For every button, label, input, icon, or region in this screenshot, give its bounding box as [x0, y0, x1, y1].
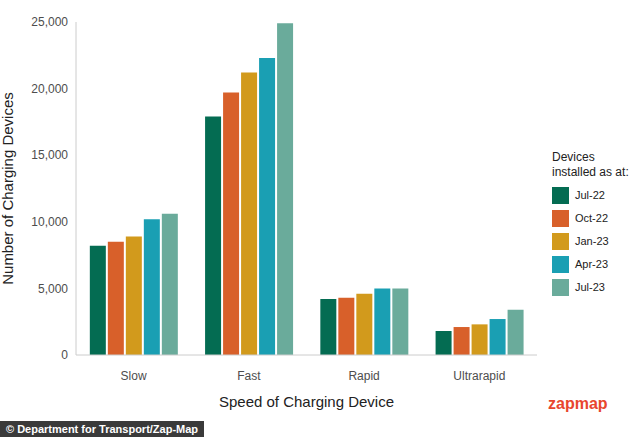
svg-text:0: 0	[61, 348, 68, 362]
svg-text:Fast: Fast	[237, 369, 261, 383]
html-text:© Department for Transport/Zap: © Department for Transport/Zap-Map	[6, 423, 199, 435]
html-text:Oct-22: Oct-22	[575, 212, 608, 224]
svg-text:15,000: 15,000	[31, 148, 68, 162]
svg-text:Number of Charging Devices: Number of Charging Devices	[8, 92, 16, 285]
svg-text:25,000: 25,000	[31, 15, 68, 29]
html-text:Jul-22: Jul-22	[575, 189, 605, 201]
svg-text:20,000: 20,000	[31, 82, 68, 96]
html-text:Devices: Devices	[552, 150, 595, 164]
html-text:Jul-23: Jul-23	[575, 281, 605, 293]
html-text:Jan-23: Jan-23	[575, 235, 609, 247]
svg-text:Rapid: Rapid	[348, 369, 379, 383]
html-text:installed as at:: installed as at:	[552, 165, 629, 179]
svg-text:5,000: 5,000	[38, 282, 68, 296]
svg-text:Slow: Slow	[121, 369, 147, 383]
svg-text:Speed of Charging Device: Speed of Charging Device	[219, 393, 394, 410]
html-text:zapmap: zapmap	[548, 395, 608, 412]
svg-text:Ultrarapid: Ultrarapid	[453, 369, 505, 383]
svg-text:10,000: 10,000	[31, 215, 68, 229]
html-text:Apr-23: Apr-23	[575, 258, 608, 270]
